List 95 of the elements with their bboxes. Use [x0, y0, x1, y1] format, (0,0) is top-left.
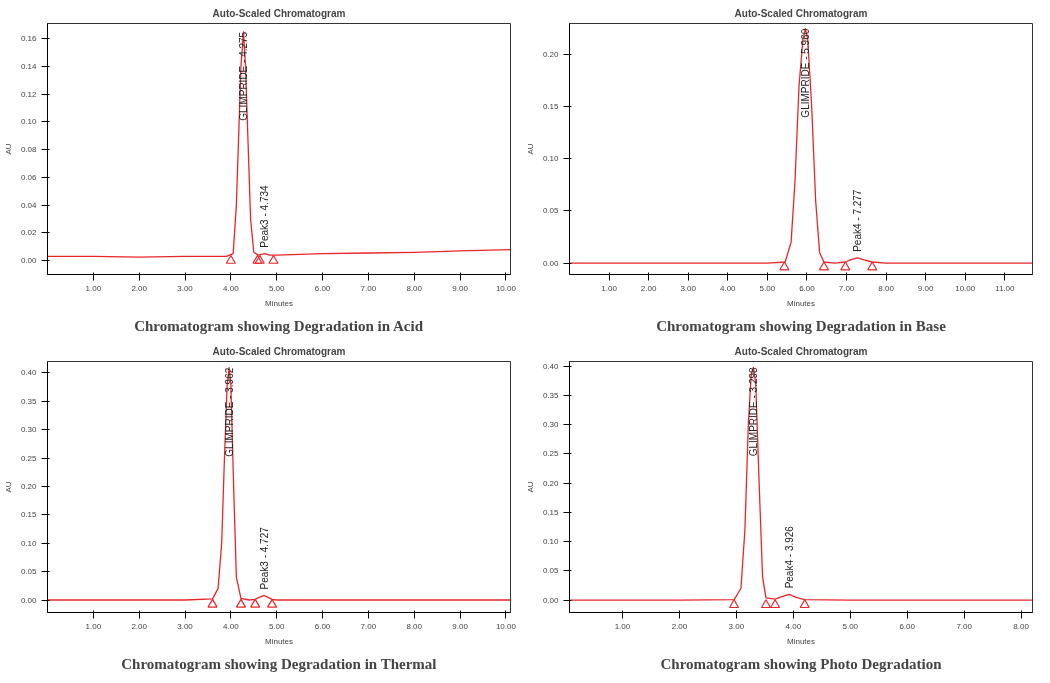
x-axis-title: Minutes	[786, 298, 816, 308]
y-tick-label: 0.10	[20, 117, 38, 127]
x-tick-label: 2.00	[131, 621, 148, 631]
y-tick-label: 0.40	[20, 368, 38, 378]
y-axis-title: AU	[525, 481, 535, 493]
y-tick-label: 0.05	[542, 566, 560, 576]
x-tick-label: 3.00	[728, 621, 745, 631]
x-tick-label: 1.00	[85, 283, 102, 293]
text: Chromatogram showing Degradation in Base	[656, 317, 947, 334]
x-tick-label: 7.00	[360, 621, 377, 631]
x-tick-label: 9.00	[452, 621, 469, 631]
x-tick-label: 10.00	[495, 621, 517, 631]
chart-title: Auto-Scaled Chromatogram	[212, 7, 346, 19]
x-tick-label: 2.00	[131, 283, 148, 293]
y-tick-label: 0.35	[20, 396, 38, 406]
y-tick-label: 0.00	[542, 595, 560, 605]
x-tick-label: 7.00	[956, 621, 973, 631]
y-tick-label: 0.20	[542, 478, 560, 488]
x-tick-label: 8.00	[878, 283, 895, 293]
x-tick-label: 4.00	[223, 621, 240, 631]
x-tick-label: 3.00	[680, 283, 697, 293]
x-tick-label: 4.00	[223, 283, 240, 293]
x-tick-label: 6.00	[314, 621, 331, 631]
y-tick-label: 0.00	[20, 595, 38, 605]
x-tick-label: 5.00	[759, 283, 776, 293]
x-tick-label: 7.00	[838, 283, 855, 293]
annotation: GLIMPRIDE - 4.275	[237, 31, 249, 121]
y-tick-label: 0.30	[20, 425, 38, 435]
y-tick-label: 0.12	[20, 89, 38, 99]
y-tick-label: 0.15	[542, 102, 560, 112]
annotation: Peak3 - 4.734	[259, 184, 271, 248]
y-tick-label: 0.04	[20, 200, 38, 210]
annotation: GLIMPRIDE - 3.962	[223, 367, 235, 457]
y-tick-label: 0.00	[542, 258, 560, 268]
annotation: Peak3 - 4.727	[258, 526, 270, 590]
y-tick-label: 0.00	[20, 256, 38, 266]
x-tick-label: 1.00	[614, 621, 631, 631]
y-tick-label: 0.10	[542, 154, 560, 164]
text: Chromatogram showing Degradation in Thermal	[121, 655, 437, 672]
x-tick-label: 9.00	[452, 283, 469, 293]
x-tick-label: 9.00	[917, 283, 934, 293]
y-tick-label: 0.16	[20, 34, 38, 44]
y-tick-label: 0.14	[20, 61, 38, 71]
y-tick-label: 0.10	[20, 538, 38, 548]
annotation: Peak4 - 3.926	[783, 525, 795, 589]
x-tick-label: 5.00	[268, 283, 286, 293]
y-tick-label: 0.05	[20, 567, 38, 577]
x-axis-title: Minutes	[264, 298, 294, 308]
y-tick-label: 0.20	[542, 50, 560, 60]
y-axis-title: AU	[3, 481, 13, 493]
chart-title: Auto-Scaled Chromatogram	[734, 345, 868, 357]
x-axis-title: Minutes	[264, 636, 294, 646]
y-tick-label: 0.25	[20, 453, 38, 463]
chart-title: Auto-Scaled Chromatogram	[734, 7, 868, 19]
x-tick-label: 8.00	[1013, 621, 1030, 631]
y-tick-label: 0.02	[20, 228, 38, 238]
text: Chromatogram showing Photo Degradation	[660, 655, 943, 672]
y-tick-label: 0.20	[20, 481, 38, 491]
annotation: GLIMPRIDE - 3.298	[747, 366, 759, 457]
y-tick-label: 0.05	[542, 206, 560, 216]
x-tick-label: 2.00	[671, 621, 688, 631]
x-tick-label: 6.00	[799, 283, 816, 293]
y-tick-label: 0.25	[542, 449, 560, 459]
x-tick-label: 10.00	[955, 283, 976, 293]
y-axis-title: AU	[525, 143, 535, 155]
x-tick-label: 3.00	[177, 283, 194, 293]
x-tick-label: 5.00	[268, 621, 286, 631]
x-tick-label: 5.00	[842, 621, 859, 631]
x-tick-label: 2.00	[640, 283, 657, 293]
y-tick-label: 0.06	[20, 172, 38, 182]
y-tick-label: 0.35	[542, 390, 560, 400]
x-tick-label: 4.00	[720, 283, 737, 293]
x-tick-label: 1.00	[85, 621, 102, 631]
x-tick-label: 3.00	[177, 621, 194, 631]
y-tick-label: 0.15	[542, 507, 560, 517]
x-tick-label: 8.00	[406, 621, 423, 631]
y-tick-label: 0.15	[20, 510, 38, 520]
x-axis-title: Minutes	[786, 636, 816, 646]
y-tick-label: 0.30	[542, 420, 560, 430]
y-tick-label: 0.10	[542, 537, 560, 547]
annotation: GLIMPRIDE - 5.960	[799, 28, 811, 118]
x-tick-label: 8.00	[406, 283, 423, 293]
y-axis-title: AU	[3, 143, 13, 155]
chart-title: Auto-Scaled Chromatogram	[212, 345, 346, 357]
y-tick-label: 0.40	[542, 361, 560, 371]
x-tick-label: 1.00	[601, 283, 618, 293]
x-tick-label: 10.00	[495, 283, 517, 293]
x-tick-label: 6.00	[899, 621, 916, 631]
text: Chromatogram showing Degradation in Acid	[134, 317, 424, 334]
x-tick-label: 7.00	[360, 283, 377, 293]
annotation: Peak4 - 7.277	[851, 189, 863, 252]
x-tick-label: 11.00	[995, 283, 1016, 293]
x-tick-label: 4.00	[785, 621, 802, 631]
y-tick-label: 0.08	[20, 145, 38, 155]
x-tick-label: 6.00	[314, 283, 331, 293]
